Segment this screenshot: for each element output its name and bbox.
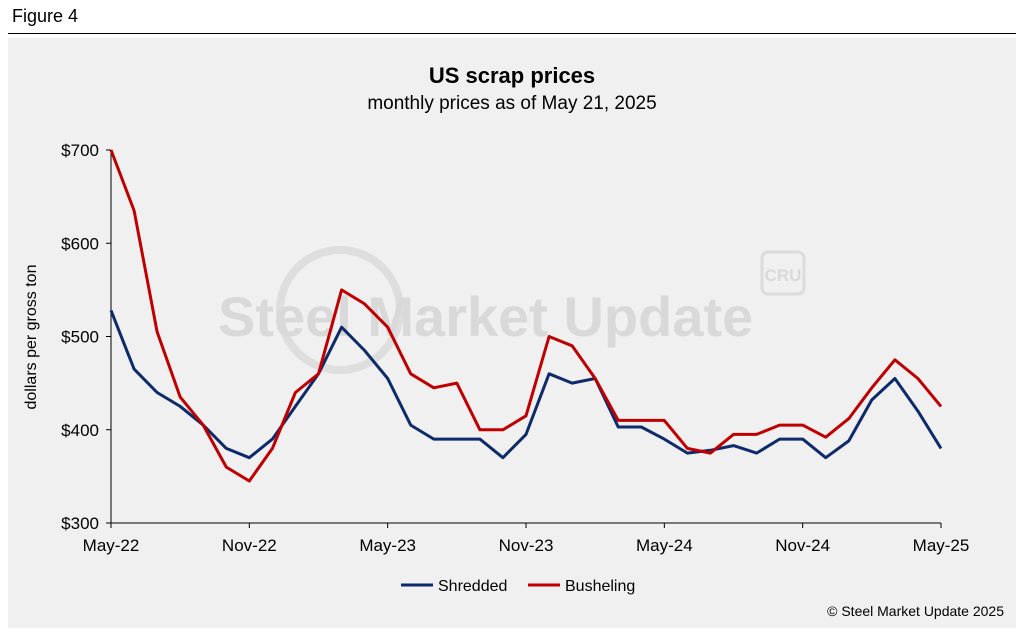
y-tick-label: $400 [61,421,99,440]
chart-title: US scrap prices [429,63,595,88]
y-tick-label: $300 [61,514,99,533]
chart-subtitle: monthly prices as of May 21, 2025 [367,93,656,114]
watermark: Steel Market Update CRU [218,246,806,374]
x-tick-label: May-23 [359,536,416,555]
legend: Shredded Busheling [401,578,635,595]
y-axis: $300 $400 $500 $600 $700 [61,141,111,533]
x-axis: May-22 Nov-22 May-23 Nov-23 May-24 Nov-24 May-… [83,523,970,555]
y-axis-label: dollars per gross ton [23,265,40,410]
x-tick-label: Nov-23 [499,536,554,555]
copyright: © Steel Market Update 2025 [827,603,1004,619]
series-line-shredded [109,309,943,460]
legend-label-shredded: Shredded [438,578,507,595]
x-tick-label: May-22 [83,536,140,555]
series-group [109,149,943,483]
watermark-circle [276,246,404,374]
y-tick-label: $600 [61,234,99,253]
y-tick-label: $500 [61,328,99,347]
x-tick-label: May-24 [636,536,693,555]
chart-panel [8,38,1016,628]
watermark-logo: CRU [765,266,802,285]
legend-label-busheling: Busheling [565,578,635,595]
y-tick-label: $700 [61,141,99,160]
figure-label: Figure 4 [12,6,79,26]
x-tick-label: Nov-22 [222,536,277,555]
watermark-logo-box [760,250,806,296]
x-tick-label: Nov-24 [775,536,830,555]
watermark-text: Steel Market Update [218,285,753,348]
series-line-busheling [109,149,943,483]
x-tick-label: May-25 [913,536,970,555]
figure-divider [8,33,1016,34]
